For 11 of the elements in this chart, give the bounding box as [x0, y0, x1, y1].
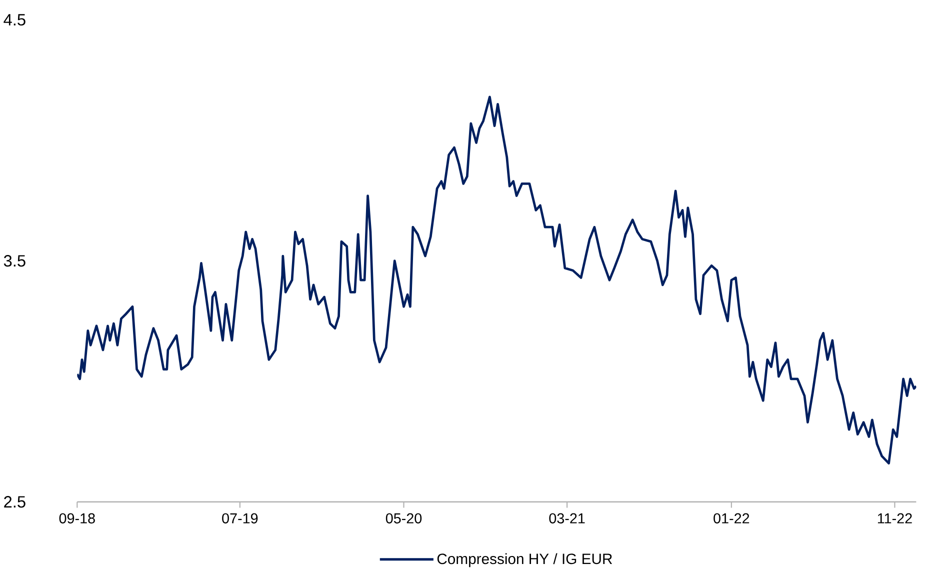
y-tick-label: 3.5 — [4, 254, 26, 267]
line-series — [77, 96, 916, 464]
x-tick-label: 09-18 — [59, 513, 95, 524]
x-tick-label: 03-21 — [549, 513, 585, 524]
legend-label: Compression HY / IG EUR — [437, 553, 612, 567]
y-tick-label: 2.5 — [4, 496, 26, 508]
x-tick-label: 01-22 — [714, 513, 750, 524]
x-tick-label: 11-22 — [878, 513, 912, 524]
x-tick-label: 07-19 — [222, 513, 258, 524]
x-tick-label: 05-20 — [386, 513, 422, 524]
y-tick-label: 4.5 — [4, 14, 26, 26]
